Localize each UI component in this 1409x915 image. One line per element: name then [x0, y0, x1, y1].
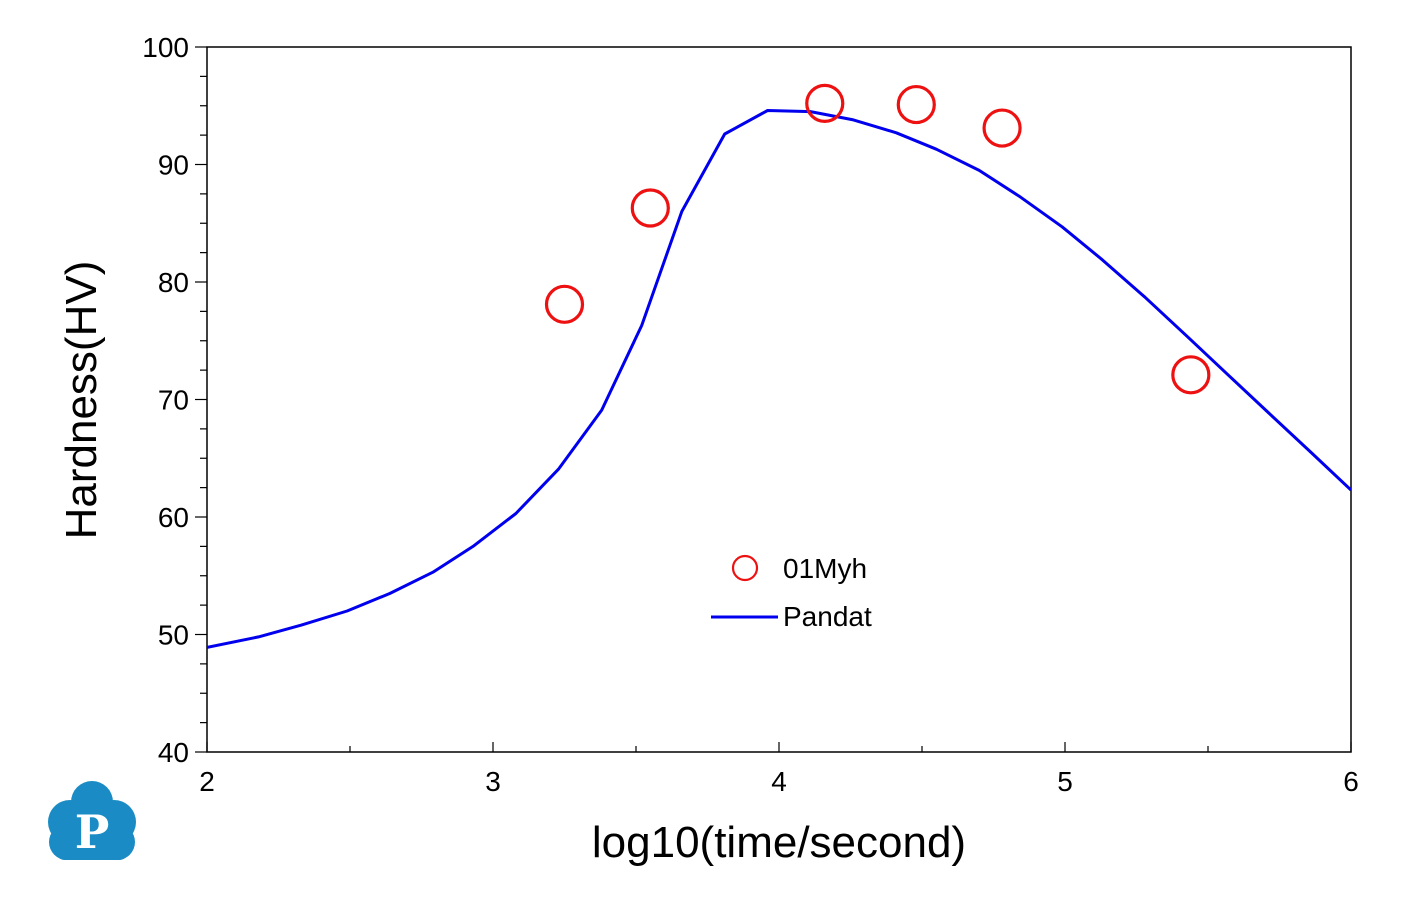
legend: 01Myh Pandat [711, 553, 872, 632]
legend-marker-01myh [731, 554, 759, 582]
y-tick-label: 100 [142, 32, 189, 63]
legend-label-pandat: Pandat [783, 601, 872, 632]
x-tick-label: 6 [1343, 766, 1359, 797]
y-axis-ticks: 40 50 60 70 80 90 100 [142, 32, 207, 768]
y-tick-label: 90 [158, 150, 189, 181]
data-point-01myh [1171, 355, 1211, 395]
series-layer [207, 83, 1351, 649]
legend-label-01myh: 01Myh [783, 553, 867, 584]
y-axis-title: Hardness(HV) [57, 261, 106, 540]
data-point-01myh [982, 108, 1022, 148]
y-tick-label: 70 [158, 385, 189, 416]
x-tick-label: 3 [485, 766, 501, 797]
x-axis-ticks: 2 3 4 5 6 [199, 742, 1359, 797]
y-tick-label: 60 [158, 502, 189, 533]
x-tick-label: 2 [199, 766, 215, 797]
data-point-01myh [805, 83, 845, 124]
data-point-01myh [896, 84, 936, 125]
x-axis-title: log10(time/second) [592, 818, 966, 867]
x-tick-label: 4 [771, 766, 787, 797]
pandat-cloud-logo-icon: P [48, 781, 136, 860]
y-tick-label: 50 [158, 620, 189, 651]
plot-frame [206, 46, 1352, 753]
logo-letter: P [75, 805, 110, 859]
pandat-line [207, 109, 1351, 649]
data-point-01myh [630, 188, 670, 228]
data-point-01myh [544, 284, 585, 324]
y-tick-label: 80 [158, 267, 189, 298]
x-tick-label: 5 [1057, 766, 1073, 797]
y-tick-label: 40 [158, 737, 189, 768]
